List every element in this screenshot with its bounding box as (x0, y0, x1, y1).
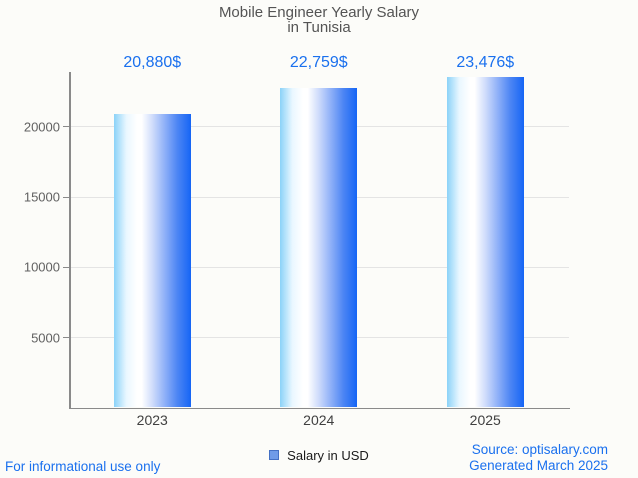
y-axis-tick (63, 266, 69, 268)
bar-value-label: 20,880$ (123, 54, 182, 71)
bar-2023[interactable] (113, 113, 191, 408)
y-axis-tick (63, 126, 69, 128)
x-axis-label: 2025 (469, 412, 501, 428)
generated-text: Generated March 2025 (469, 457, 608, 473)
y-axis-tick-label: 15000 (23, 189, 60, 205)
x-axis-label: 2024 (303, 412, 335, 428)
y-axis-line (69, 72, 71, 409)
source-block: Source: optisalary.com Generated March 2… (469, 442, 608, 473)
disclaimer-text: For informational use only (5, 459, 161, 474)
bar-value-label: 22,759$ (289, 54, 348, 71)
bar-value-label: 23,476$ (456, 54, 515, 71)
x-axis-line (69, 407, 570, 409)
legend-label: Salary in USD (287, 447, 369, 463)
bar-2024[interactable] (280, 87, 358, 408)
x-axis-label: 2023 (136, 412, 168, 428)
legend-item-salary[interactable]: Salary in USD (269, 448, 369, 463)
y-axis-tick (63, 337, 69, 339)
legend: Salary in USD (0, 447, 638, 463)
y-axis-tick (63, 196, 69, 198)
bar-2025[interactable] (446, 77, 524, 408)
y-axis-tick-label: 10000 (23, 259, 60, 275)
chart-title: Mobile Engineer Yearly Salary in Tunisia (0, 5, 638, 35)
source-text: Source: optisalary.com (471, 442, 608, 457)
legend-marker-icon (269, 450, 280, 460)
chart-title-line2: in Tunisia (287, 19, 351, 36)
y-axis-tick-label: 20000 (23, 119, 60, 135)
y-axis-tick-label: 5000 (31, 330, 60, 346)
chart-title-line1: Mobile Engineer Yearly Salary (218, 4, 420, 21)
